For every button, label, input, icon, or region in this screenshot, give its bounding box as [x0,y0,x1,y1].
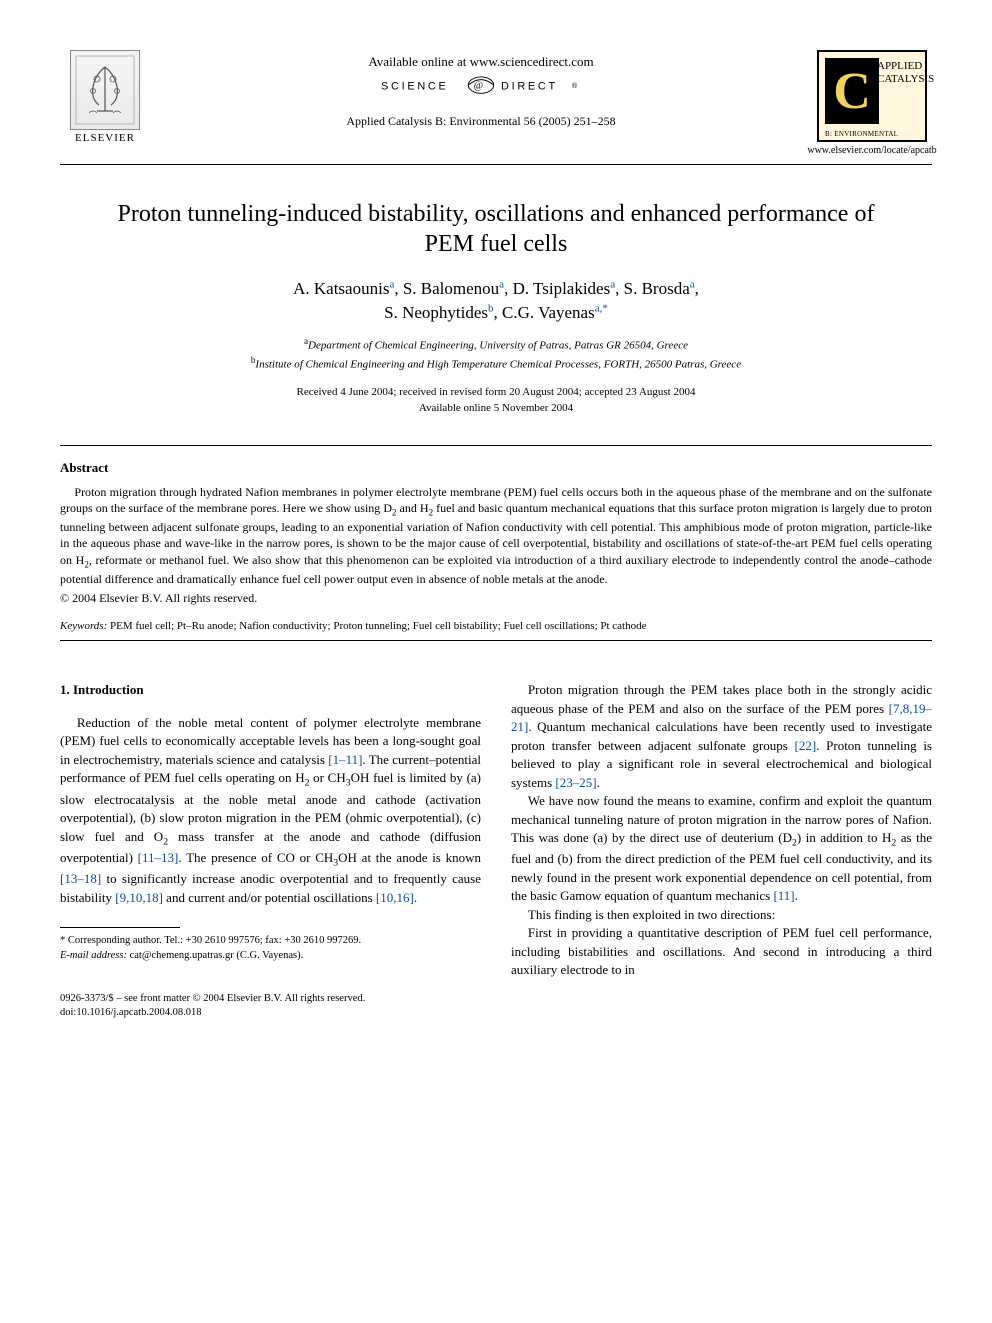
header-bar: ELSEVIER Available online at www.science… [60,50,932,156]
journal-url: www.elsevier.com/locate/apcatb [807,145,936,156]
article-dates: Received 4 June 2004; received in revise… [60,385,932,417]
elsevier-tree-icon [75,55,135,125]
rule-after-keywords [60,640,932,641]
keywords-text: PEM fuel cell; Pt–Ru anode; Nafion condu… [107,620,646,632]
bottom-meta: 0926-3373/$ – see front matter © 2004 El… [60,992,481,1021]
right-para-4: First in providing a quantitative descri… [511,924,932,979]
article-title: Proton tunneling-induced bistability, os… [60,199,932,259]
affiliation-a: Department of Chemical Engineering, Univ… [308,339,688,351]
available-line: Available online 5 November 2004 [419,402,573,414]
sciencedirect-icon: SCIENCE @ DIRECT ® [371,76,591,96]
science-direct-logo: SCIENCE @ DIRECT ® [150,76,812,100]
section-1-heading: 1. Introduction [60,681,481,699]
center-header: Available online at www.sciencedirect.co… [150,50,812,129]
journal-reference: Applied Catalysis B: Environmental 56 (2… [150,114,812,129]
footnote-rule [60,927,180,928]
left-para-1: Reduction of the noble metal content of … [60,714,481,907]
received-line: Received 4 June 2004; received in revise… [297,386,696,398]
rule-before-abstract [60,445,932,446]
issn-line: 0926-3373/$ – see front matter © 2004 El… [60,992,481,1007]
rule-top [60,164,932,165]
abstract-copyright: © 2004 Elsevier B.V. All rights reserved… [60,591,932,606]
keywords-label: Keywords: [60,620,107,632]
svg-text:SCIENCE: SCIENCE [381,81,449,93]
author-list: A. Katsaounisa, S. Balomenoua, D. Tsipla… [60,277,932,325]
elsevier-label: ELSEVIER [75,132,135,144]
elsevier-block: ELSEVIER [60,50,150,144]
svg-text:@: @ [474,81,483,92]
journal-logo-subtitle: B: ENVIRONMENTAL [825,130,898,138]
right-para-2: We have now found the means to examine, … [511,792,932,906]
right-para-1: Proton migration through the PEM takes p… [511,681,932,792]
journal-logo-block: C APPLIED CATALYSIS B: ENVIRONMENTAL www… [812,50,932,156]
column-right: Proton migration through the PEM takes p… [511,681,932,1021]
footnote-block: * Corresponding author. Tel.: +30 2610 9… [60,934,481,963]
right-para-3: This finding is then exploited in two di… [511,906,932,924]
journal-logo-line2: CATALYSIS [877,73,934,85]
journal-logo-line1: APPLIED [877,60,922,72]
corresponding-author: * Corresponding author. Tel.: +30 2610 9… [60,934,481,949]
keywords-line: Keywords: PEM fuel cell; Pt–Ru anode; Na… [60,620,932,632]
svg-text:®: ® [572,81,578,90]
affiliation-b: Institute of Chemical Engineering and Hi… [255,358,741,370]
journal-logo-letter: C [825,58,879,124]
available-online-text: Available online at www.sciencedirect.co… [150,54,812,70]
doi-line: doi:10.1016/j.apcatb.2004.08.018 [60,1006,481,1021]
two-column-body: 1. Introduction Reduction of the noble m… [60,681,932,1021]
email-value: cat@chemeng.upatras.gr (C.G. Vayenas). [127,950,303,961]
abstract-heading: Abstract [60,460,932,476]
abstract-body: Proton migration through hydrated Nafion… [60,484,932,588]
elsevier-tree-logo [70,50,140,130]
affiliations: aDepartment of Chemical Engineering, Uni… [60,335,932,373]
journal-cover-logo: C APPLIED CATALYSIS B: ENVIRONMENTAL [817,50,927,142]
column-left: 1. Introduction Reduction of the noble m… [60,681,481,1021]
email-line: E-mail address: cat@chemeng.upatras.gr (… [60,949,481,964]
journal-logo-title: APPLIED CATALYSIS [877,60,921,85]
email-label: E-mail address: [60,950,127,961]
svg-text:DIRECT: DIRECT [501,81,558,93]
